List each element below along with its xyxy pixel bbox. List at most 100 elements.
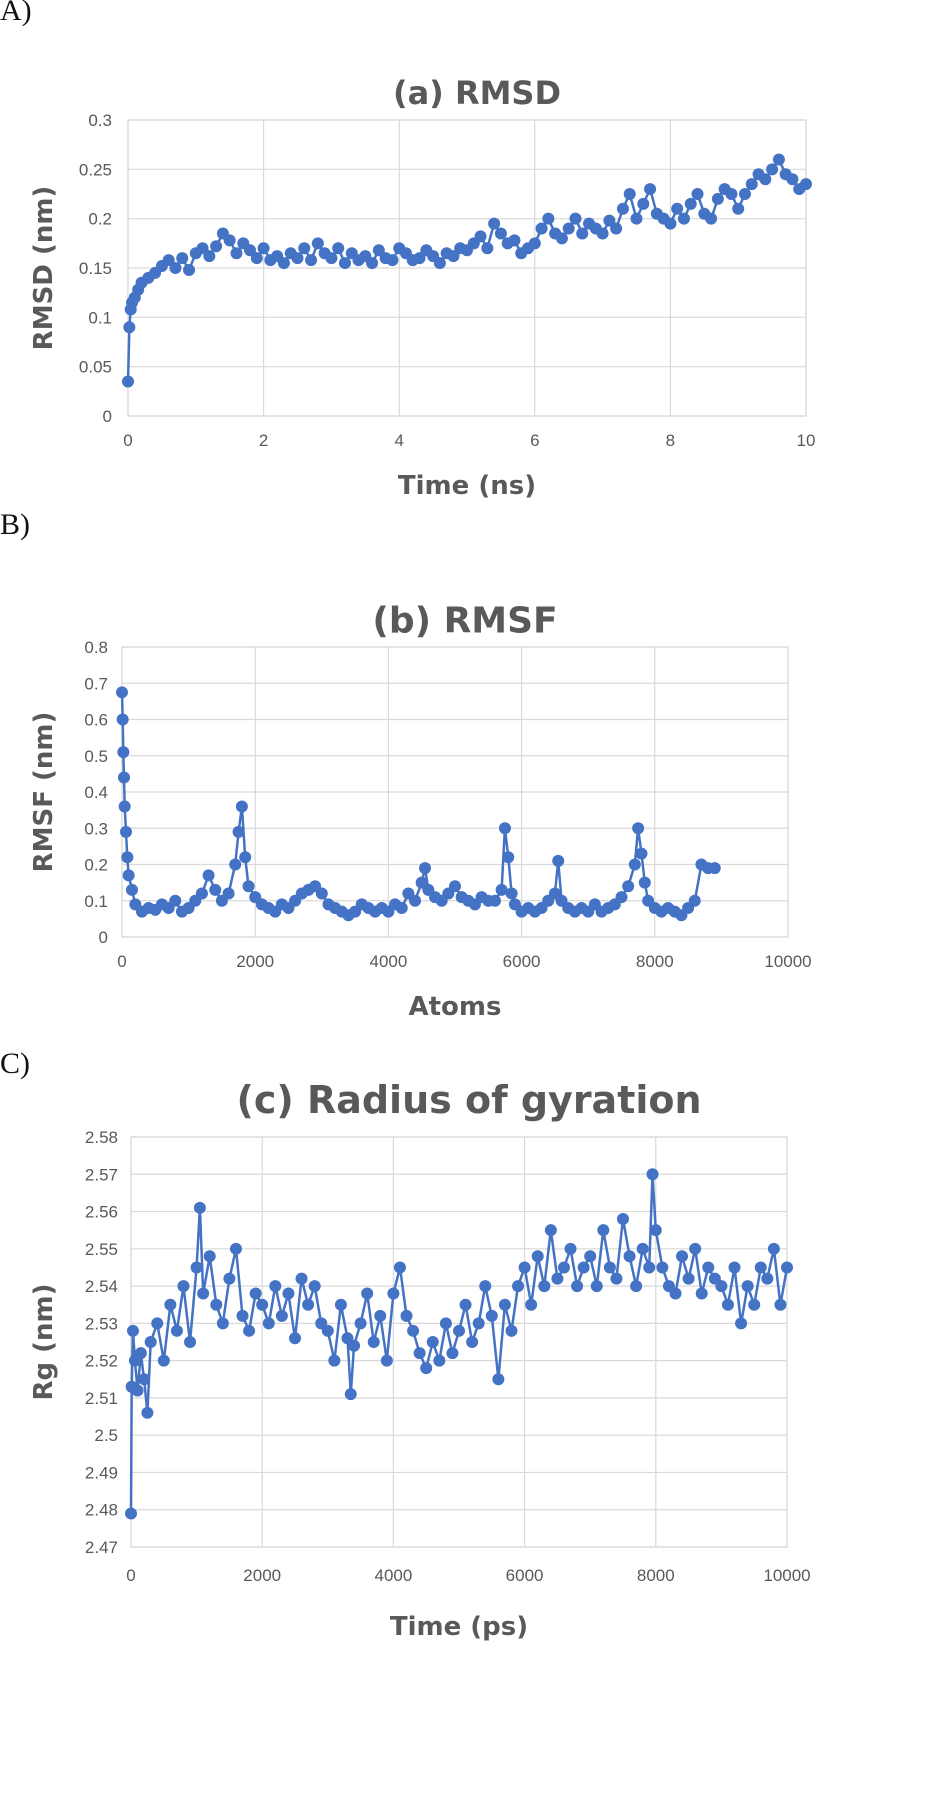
rg-data-point: [193, 1201, 206, 1214]
rmsf-chart: (b) RMSF 0 0.1 0.2 0.3 0.4 0.5 0.6 0.7 0.8 0 2000 40…: [0, 540, 945, 1070]
rmsd-data-point: [162, 254, 175, 267]
rmsd-data-point: [725, 188, 738, 200]
rg-data-point: [249, 1287, 262, 1300]
rmsf-y-tick-label: 0.5: [84, 747, 108, 766]
rg-chart-title: (c) Radius of gyration: [236, 1078, 701, 1122]
rmsf-data-point: [116, 686, 128, 699]
rmsf-x-axis-title: Atoms: [409, 992, 502, 1022]
rmsf-y-tick-label: 0.2: [84, 856, 108, 875]
rmsd-data-point: [223, 234, 236, 247]
rg-data-point: [125, 1507, 137, 1520]
rg-data-point: [748, 1298, 761, 1311]
rmsf-data-point: [409, 894, 422, 907]
rmsf-chart-svg: (b) RMSF 0 0.1 0.2 0.3 0.4 0.5 0.6 0.7 0.8 0 2000 40…: [29, 601, 812, 1022]
rmsf-data-point: [169, 894, 182, 907]
rmsf-data-point: [222, 887, 235, 900]
rmsd-data-point: [183, 263, 196, 276]
rg-data-point: [269, 1280, 282, 1293]
rg-data-point: [164, 1298, 177, 1311]
rmsd-data-point: [244, 244, 257, 257]
rmsd-data-point: [671, 202, 684, 215]
rg-data-point: [197, 1287, 210, 1300]
rmsd-data-point: [123, 321, 136, 334]
rg-data-point: [702, 1261, 715, 1274]
rmsd-data-point: [677, 212, 690, 225]
rmsd-data-point: [596, 227, 609, 240]
rg-data-point: [223, 1272, 236, 1285]
rg-data-point: [715, 1280, 728, 1293]
rmsd-data-point: [305, 254, 318, 267]
rmsd-data-point: [623, 188, 636, 200]
rmsf-data-point: [622, 880, 635, 893]
rmsd-y-tick-label: 0.15: [79, 259, 112, 278]
rg-data-point: [126, 1324, 139, 1337]
rg-data-point: [689, 1242, 702, 1255]
rmsd-data-point: [291, 252, 304, 265]
rg-data-point: [781, 1261, 793, 1274]
rg-data-point: [413, 1347, 426, 1360]
rmsd-data-point: [555, 232, 568, 245]
rg-data-point: [761, 1272, 774, 1285]
rmsf-data-point: [202, 869, 215, 882]
rg-data-point: [282, 1287, 295, 1300]
rg-series-line: [129, 1173, 789, 1514]
rg-data-point: [643, 1261, 656, 1274]
rg-data-point: [551, 1272, 564, 1285]
rmsd-data-point: [664, 217, 677, 230]
rg-data-point: [584, 1250, 597, 1263]
rg-data-point: [426, 1336, 439, 1348]
rg-data-point: [367, 1336, 380, 1348]
rg-y-tick-label: 2.55: [85, 1240, 118, 1259]
rg-x-tick-label: 10000: [763, 1566, 810, 1585]
rg-y-tick-label: 2.51: [85, 1389, 118, 1408]
rg-x-axis-title: Time (ps): [390, 1612, 528, 1642]
rg-data-point: [308, 1280, 321, 1293]
rmsd-data-point: [766, 163, 779, 176]
rg-data-point: [177, 1280, 190, 1293]
rmsf-data-point: [615, 891, 628, 904]
rmsd-y-tick-label: 0: [103, 407, 112, 426]
rg-data-point: [774, 1298, 787, 1311]
rg-data-point: [275, 1309, 288, 1322]
rmsf-data-point: [116, 713, 129, 726]
rmsf-data-point: [121, 851, 134, 864]
rmsf-data-point: [122, 869, 135, 882]
rg-y-tick-label: 2.58: [85, 1128, 118, 1147]
rg-data-point: [531, 1250, 544, 1263]
rmsd-data-point: [610, 222, 623, 235]
rmsf-data-point: [688, 894, 701, 907]
rg-data-point: [472, 1317, 485, 1330]
rmsf-data-point: [209, 883, 222, 896]
rmsf-data-point: [708, 862, 721, 875]
rmsd-data-point: [691, 188, 704, 200]
rg-data-point: [321, 1324, 334, 1337]
rmsf-data-point: [242, 880, 255, 893]
rg-data-point: [216, 1317, 229, 1330]
rg-data-point: [344, 1388, 357, 1401]
rmsd-x-tick-label: 4: [394, 431, 403, 450]
rg-data-point: [590, 1280, 603, 1293]
rg-data-point: [505, 1324, 518, 1337]
rmsf-chart-title: (b) RMSF: [372, 601, 557, 642]
rmsf-y-tick-label: 0: [99, 928, 108, 947]
rmsd-data-point: [637, 197, 650, 210]
rmsd-data-point: [413, 252, 426, 265]
rmsd-data-point: [616, 202, 629, 215]
rg-data-point: [433, 1354, 446, 1367]
rg-data-point: [538, 1280, 551, 1293]
rmsd-data-point: [630, 212, 643, 225]
rmsd-data-point: [474, 230, 487, 243]
rg-plot-frame: [130, 1136, 788, 1548]
rmsd-data-point: [210, 240, 223, 253]
rg-data-point: [754, 1261, 767, 1274]
rg-data-point: [400, 1309, 413, 1322]
rg-data-point: [544, 1224, 557, 1237]
rmsd-chart-svg: (a) RMSD 0 0.05 0.1 0.15 0.2 0.25 0.3 0 2 4 6 8 10 Tim…: [29, 74, 815, 501]
rg-data-point: [735, 1317, 748, 1330]
rmsd-y-tick-label: 0.05: [79, 358, 112, 377]
rg-y-tick-label: 2.54: [85, 1277, 118, 1296]
rmsd-y-tick-label: 0.2: [88, 210, 112, 229]
rg-y-tick-label: 2.57: [85, 1165, 118, 1184]
rg-data-point: [512, 1280, 525, 1293]
rg-data-point: [328, 1354, 341, 1367]
